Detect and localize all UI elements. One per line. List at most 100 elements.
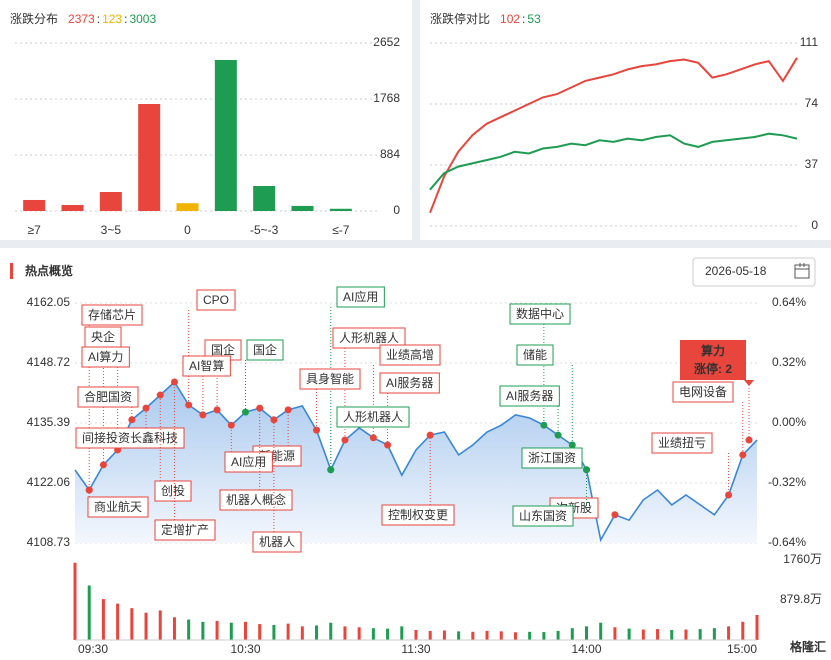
tag-label[interactable]: AI服务器 xyxy=(506,388,553,403)
tag-box[interactable] xyxy=(81,304,143,326)
tag-box[interactable] xyxy=(299,368,361,390)
volume-bar xyxy=(513,632,517,640)
tag-label[interactable]: 储能 xyxy=(523,347,547,362)
volume-bar xyxy=(286,623,290,640)
tag-label[interactable]: 机器人 xyxy=(259,535,295,549)
y-tick-label: 111 xyxy=(800,35,819,49)
tag-label[interactable]: 具身智能 xyxy=(306,371,354,386)
volume-bar xyxy=(499,631,503,640)
tag-label[interactable]: AI服务器 xyxy=(386,375,433,390)
tag-label[interactable]: 浙江国资 xyxy=(528,451,576,465)
tag-label[interactable]: 控制权变更 xyxy=(388,507,448,522)
highlight-pointer xyxy=(744,380,754,386)
tag-box[interactable] xyxy=(196,289,236,311)
tag-box[interactable] xyxy=(246,339,284,361)
tag-box[interactable] xyxy=(154,480,192,502)
tag-box[interactable] xyxy=(77,386,139,408)
y-tick-label: 4162.05 xyxy=(27,295,71,309)
stat: 2373 xyxy=(68,12,95,26)
tag-label[interactable]: 间接投资长鑫科技 xyxy=(82,430,178,445)
tag-dot xyxy=(739,451,747,459)
panel-title: 涨跌停对比 xyxy=(430,11,490,26)
tag-box[interactable] xyxy=(521,447,583,469)
tag-label[interactable]: 合肥国资 xyxy=(84,389,132,404)
volume-bar xyxy=(343,626,347,640)
tag-box[interactable] xyxy=(81,346,130,368)
highlight-box[interactable] xyxy=(680,340,746,380)
highlight-label: 算力 xyxy=(701,343,725,358)
tag-label[interactable]: 业绩高增 xyxy=(386,347,434,362)
volume-bar xyxy=(556,630,560,640)
tag-label[interactable]: 国企 xyxy=(211,342,235,357)
bar xyxy=(138,104,161,211)
tag-label[interactable]: 人形机器人 xyxy=(343,410,403,424)
volume-bar xyxy=(272,625,276,640)
tag-label[interactable]: 国企 xyxy=(253,342,277,357)
panel-header: 涨跌停对比 102:53 xyxy=(430,11,541,26)
tag-dot xyxy=(213,406,221,414)
tag-box[interactable] xyxy=(154,519,216,541)
volume-bar xyxy=(641,629,645,640)
tag-box[interactable] xyxy=(379,344,441,366)
tag-dot xyxy=(185,401,193,409)
tag-label[interactable]: 业绩扭亏 xyxy=(658,436,706,450)
tag-label[interactable]: AI智算 xyxy=(189,358,224,373)
volume-bar xyxy=(258,624,262,640)
tag-box[interactable] xyxy=(672,381,734,403)
volume-bar xyxy=(116,603,120,640)
x-tick-label: 15:00 xyxy=(727,642,757,656)
tag-label[interactable]: 数据中心 xyxy=(516,306,564,321)
tag-label[interactable]: CPO xyxy=(203,293,229,307)
tag-box[interactable] xyxy=(336,286,385,308)
separator: : xyxy=(97,12,100,26)
volume-bar xyxy=(73,562,77,640)
tag-label[interactable]: 存储芯片 xyxy=(88,307,136,322)
tag-label[interactable]: 人形机器人 xyxy=(339,331,399,345)
tag-box[interactable] xyxy=(512,505,574,527)
y-tick-label: 4135.39 xyxy=(27,415,71,429)
tag-box[interactable] xyxy=(336,406,410,428)
separator: : xyxy=(522,12,525,26)
volume-bar xyxy=(684,629,688,640)
tag-label[interactable]: 山东国资 xyxy=(519,509,567,523)
tag-dot xyxy=(242,408,249,416)
tag-label[interactable]: AI算力 xyxy=(88,349,123,364)
tag-box[interactable] xyxy=(332,327,406,349)
tag-label[interactable]: 定增扩产 xyxy=(161,522,209,537)
tag-box[interactable] xyxy=(75,427,185,449)
volume-bar xyxy=(585,626,588,640)
volume-bar xyxy=(130,608,134,640)
tag-box[interactable] xyxy=(87,496,149,518)
volume-bar xyxy=(386,628,390,640)
tag-dot xyxy=(540,421,548,429)
tag-box[interactable] xyxy=(252,531,302,553)
tag-box[interactable] xyxy=(516,344,554,366)
bar xyxy=(176,203,199,211)
volume-bar xyxy=(428,630,432,640)
tag-dot xyxy=(611,511,619,519)
title-marker xyxy=(10,263,13,279)
tag-box[interactable] xyxy=(381,504,455,526)
tag-label[interactable]: 机器人概念 xyxy=(226,492,286,507)
tag-box[interactable] xyxy=(379,372,440,394)
date-picker[interactable] xyxy=(692,257,816,287)
tag-label[interactable]: AI应用 xyxy=(231,454,266,469)
tag-box[interactable] xyxy=(509,303,571,325)
x-tick-label: 0 xyxy=(184,223,191,237)
tag-label[interactable]: 商业航天 xyxy=(94,499,142,514)
tag-dot xyxy=(341,436,349,444)
stat: 3003 xyxy=(129,12,156,26)
tag-label[interactable]: 创投 xyxy=(161,483,185,498)
volume-bar xyxy=(542,632,546,640)
tag-box[interactable] xyxy=(651,432,713,454)
y-tick-label: 37 xyxy=(805,157,819,171)
tag-box[interactable] xyxy=(224,451,273,473)
volume-bar xyxy=(87,585,91,640)
date[interactable]: 2026-05-18 xyxy=(705,264,767,278)
tag-box[interactable] xyxy=(499,385,560,407)
tag-label[interactable]: 央企 xyxy=(91,329,115,344)
tag-box[interactable] xyxy=(182,355,231,377)
tag-label[interactable]: AI应用 xyxy=(343,289,378,304)
tag-label[interactable]: 电网设备 xyxy=(679,385,727,399)
